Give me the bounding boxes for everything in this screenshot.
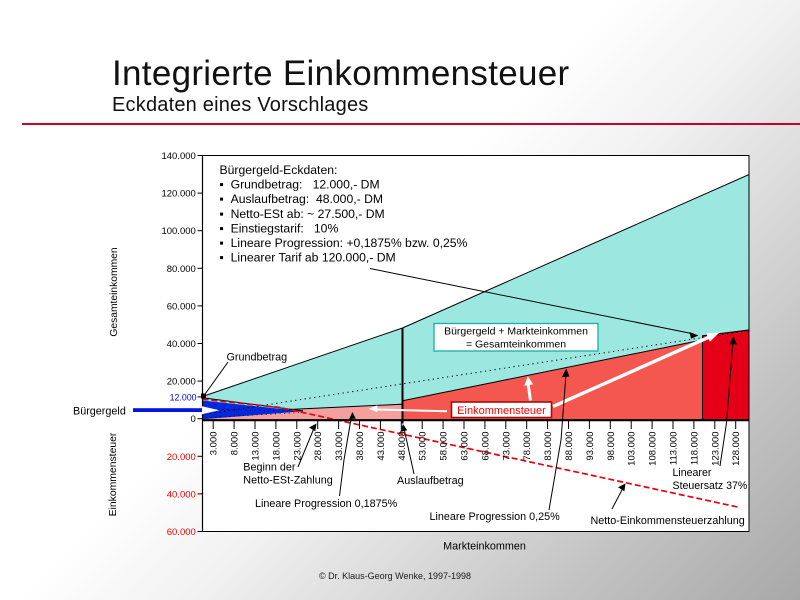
svg-text:18.000: 18.000 [271, 432, 282, 461]
svg-text:63.000: 63.000 [460, 432, 471, 461]
svg-text:▪ Linearer Tarif ab 120.000,-: ▪ Linearer Tarif ab 120.000,- DM [220, 251, 396, 265]
svg-text:© Dr. Klaus-Georg Wenke, 1997-: © Dr. Klaus-Georg Wenke, 1997-1998 [319, 571, 471, 581]
svg-text:48.000: 48.000 [397, 432, 408, 461]
svg-text:103.000: 103.000 [627, 432, 638, 466]
svg-text:23.000: 23.000 [292, 432, 303, 461]
svg-text:8.000: 8.000 [230, 432, 241, 456]
svg-text:43.000: 43.000 [376, 432, 387, 461]
svg-text:73.000: 73.000 [501, 432, 512, 461]
svg-text:Beginn der: Beginn der [243, 461, 296, 473]
svg-text:28.000: 28.000 [313, 432, 324, 461]
svg-text:118.000: 118.000 [689, 432, 700, 466]
svg-text:Steuersatz 37%: Steuersatz 37% [673, 480, 748, 492]
svg-text:108.000: 108.000 [648, 432, 659, 466]
svg-text:78.000: 78.000 [522, 432, 533, 461]
svg-text:0: 0 [191, 414, 196, 425]
svg-text:Bürgergeld + Markteinkommen: Bürgergeld + Markteinkommen [444, 326, 588, 338]
svg-text:128.000: 128.000 [731, 432, 742, 466]
svg-text:▪ Lineare Progression: +0,187: ▪ Lineare Progression: +0,1875% bzw. 0,2… [220, 236, 468, 250]
svg-text:123.000: 123.000 [710, 432, 721, 466]
svg-text:20.000: 20.000 [167, 452, 196, 463]
svg-text:40.000: 40.000 [167, 489, 196, 500]
svg-text:100.000: 100.000 [161, 226, 195, 237]
svg-text:140.000: 140.000 [161, 151, 195, 162]
svg-text:40.000: 40.000 [167, 339, 196, 350]
svg-text:Bürgergeld-Eckdaten:: Bürgergeld-Eckdaten: [220, 163, 338, 177]
svg-text:▪ Grundbetrag: 12.000,- DM: ▪ Grundbetrag: 12.000,- DM [220, 178, 380, 192]
svg-text:113.000: 113.000 [669, 432, 680, 466]
svg-text:13.000: 13.000 [251, 432, 262, 461]
svg-text:53.000: 53.000 [418, 432, 429, 461]
svg-text:Grundbetrag: Grundbetrag [227, 352, 288, 364]
svg-text:Lineare Progression 0,25%: Lineare Progression 0,25% [430, 511, 561, 523]
svg-text:33.000: 33.000 [334, 432, 345, 461]
svg-text:120.000: 120.000 [161, 189, 195, 200]
svg-text:38.000: 38.000 [355, 432, 366, 461]
svg-text:Lineare Progression 0,1875%: Lineare Progression 0,1875% [255, 498, 398, 510]
svg-text:Auslaufbetrag: Auslaufbetrag [397, 475, 464, 487]
svg-text:▪ Auslaufbetrag: 48.000,- DM: ▪ Auslaufbetrag: 48.000,- DM [220, 192, 384, 206]
svg-text:12.000: 12.000 [170, 393, 197, 403]
svg-text:▪ Netto-ESt ab: ~ 27.500,- DM: ▪ Netto-ESt ab: ~ 27.500,- DM [220, 207, 385, 221]
svg-text:98.000: 98.000 [606, 432, 617, 461]
svg-text:Netto-ESt-Zahlung: Netto-ESt-Zahlung [243, 475, 332, 487]
svg-text:= Gesamteinkommen: = Gesamteinkommen [466, 339, 566, 351]
svg-text:Gesamteinkommen: Gesamteinkommen [109, 247, 120, 337]
svg-text:Einkommensteuer: Einkommensteuer [108, 432, 119, 516]
svg-text:Netto-Einkommensteuerzahlung: Netto-Einkommensteuerzahlung [591, 515, 745, 527]
svg-text:93.000: 93.000 [585, 432, 596, 461]
svg-text:60.000: 60.000 [167, 527, 196, 538]
svg-text:Markteinkommen: Markteinkommen [443, 541, 526, 553]
svg-text:83.000: 83.000 [543, 432, 554, 461]
svg-text:3.000: 3.000 [209, 432, 220, 456]
svg-text:58.000: 58.000 [439, 432, 450, 461]
svg-text:80.000: 80.000 [167, 264, 196, 275]
svg-text:60.000: 60.000 [167, 301, 196, 312]
svg-text:68.000: 68.000 [480, 432, 491, 461]
svg-text:88.000: 88.000 [564, 432, 575, 461]
svg-text:20.000: 20.000 [167, 377, 196, 388]
svg-text:Einkommensteuer: Einkommensteuer [457, 405, 546, 417]
svg-text:Linearer: Linearer [673, 467, 712, 479]
svg-text:Bürgergeld: Bürgergeld [73, 406, 126, 418]
svg-text:▪ Einstiegstarif: 10%: ▪ Einstiegstarif: 10% [220, 221, 339, 235]
